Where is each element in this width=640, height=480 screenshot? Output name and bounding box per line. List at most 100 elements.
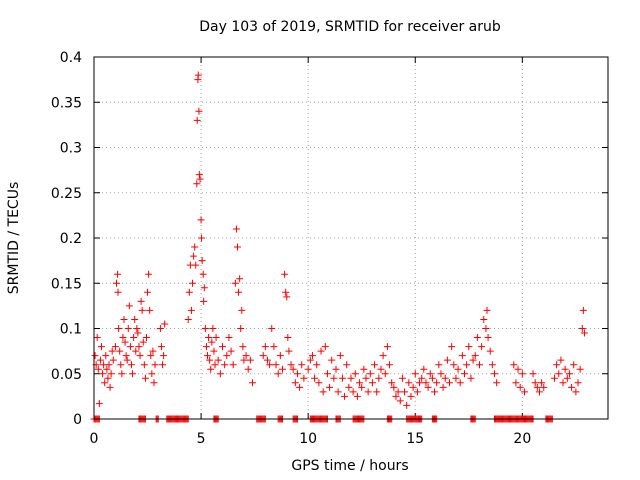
y-tick-label: 0.35: [51, 95, 82, 111]
data-point: [296, 383, 304, 391]
data-point: [469, 356, 477, 364]
data-point: [386, 361, 394, 369]
data-point: [448, 343, 456, 351]
data-point: [336, 352, 344, 360]
data-point: [405, 379, 413, 387]
data-point: [193, 116, 201, 124]
data-point: [332, 365, 340, 373]
data-point: [368, 379, 376, 387]
data-point: [518, 370, 526, 378]
data-point: [214, 356, 222, 364]
data-point: [119, 334, 127, 342]
data-point: [426, 370, 434, 378]
data-point: [189, 279, 197, 287]
data-point: [510, 361, 518, 369]
data-point: [478, 343, 486, 351]
data-point: [538, 379, 546, 387]
data-point: [353, 392, 361, 400]
data-point: [553, 361, 561, 369]
data-point: [431, 388, 439, 396]
data-point: [341, 392, 349, 400]
data-point: [129, 370, 137, 378]
data-point: [96, 356, 104, 364]
data-point: [396, 397, 404, 405]
data-point: [206, 356, 214, 364]
data-point: [131, 315, 139, 323]
data-point: [323, 370, 331, 378]
data-point: [194, 71, 202, 79]
data-point: [112, 279, 120, 287]
data-point: [293, 370, 301, 378]
data-point: [102, 352, 110, 360]
data-point: [130, 334, 138, 342]
data-point: [390, 383, 398, 391]
data-point: [319, 388, 327, 396]
data-point: [117, 361, 125, 369]
data-point: [435, 361, 443, 369]
data-point: [377, 365, 385, 373]
data-point: [512, 379, 520, 387]
chart-title: Day 103 of 2019, SRMTID for receiver aru…: [199, 19, 501, 35]
y-axis-label: SRMTID / TECUs: [6, 182, 22, 295]
y-tick-label: 0.3: [60, 141, 82, 157]
data-point: [200, 297, 208, 305]
data-point: [123, 356, 131, 364]
data-point: [160, 352, 168, 360]
data-point: [446, 379, 454, 387]
data-point: [568, 383, 576, 391]
data-point: [259, 352, 267, 360]
data-point: [304, 365, 312, 373]
data-point: [452, 374, 460, 382]
data-point: [347, 374, 355, 382]
data-point: [111, 343, 119, 351]
data-point: [104, 374, 112, 382]
data-point: [202, 343, 210, 351]
y-tick-label: 0.25: [51, 186, 82, 202]
data-point: [187, 306, 195, 314]
data-point: [465, 343, 473, 351]
y-tick-label: 0.15: [51, 276, 82, 292]
data-point: [520, 388, 528, 396]
data-point: [409, 383, 417, 391]
data-point: [418, 374, 426, 382]
data-point: [441, 374, 449, 382]
data-point: [229, 361, 237, 369]
data-point: [364, 388, 372, 396]
data-point: [407, 392, 415, 400]
data-point: [276, 352, 284, 360]
data-point: [394, 388, 402, 396]
data-point: [356, 379, 364, 387]
data-point: [97, 343, 105, 351]
data-point: [233, 243, 241, 251]
y-tick-label: 0.2: [60, 231, 82, 247]
data-points: [90, 71, 588, 423]
data-point: [248, 379, 256, 387]
data-point: [208, 338, 216, 346]
tick-layer: 0 5 10 15 20 0 0.05 0.1 0.15 0.2 0.25 0.3 0.35 0.4: [51, 50, 608, 447]
data-point: [219, 343, 226, 351]
data-point: [439, 383, 447, 391]
data-point: [289, 365, 297, 373]
data-point: [281, 270, 289, 278]
data-point: [239, 343, 247, 351]
data-point: [120, 315, 128, 323]
data-point: [145, 270, 153, 278]
data-point: [572, 388, 580, 396]
data-point: [306, 356, 314, 364]
data-point: [94, 365, 102, 373]
data-point: [114, 288, 122, 296]
data-point: [198, 234, 206, 242]
data-point: [150, 379, 158, 387]
data-point: [211, 361, 219, 369]
data-point: [383, 343, 391, 351]
data-point: [334, 388, 342, 396]
data-point: [461, 370, 469, 378]
data-point: [197, 216, 205, 224]
data-point: [381, 370, 389, 378]
data-point: [533, 383, 541, 391]
x-axis-label: GPS time / hours: [291, 458, 408, 474]
data-point: [103, 365, 111, 373]
data-point: [291, 379, 299, 387]
data-point: [388, 379, 396, 387]
data-point: [313, 361, 321, 369]
